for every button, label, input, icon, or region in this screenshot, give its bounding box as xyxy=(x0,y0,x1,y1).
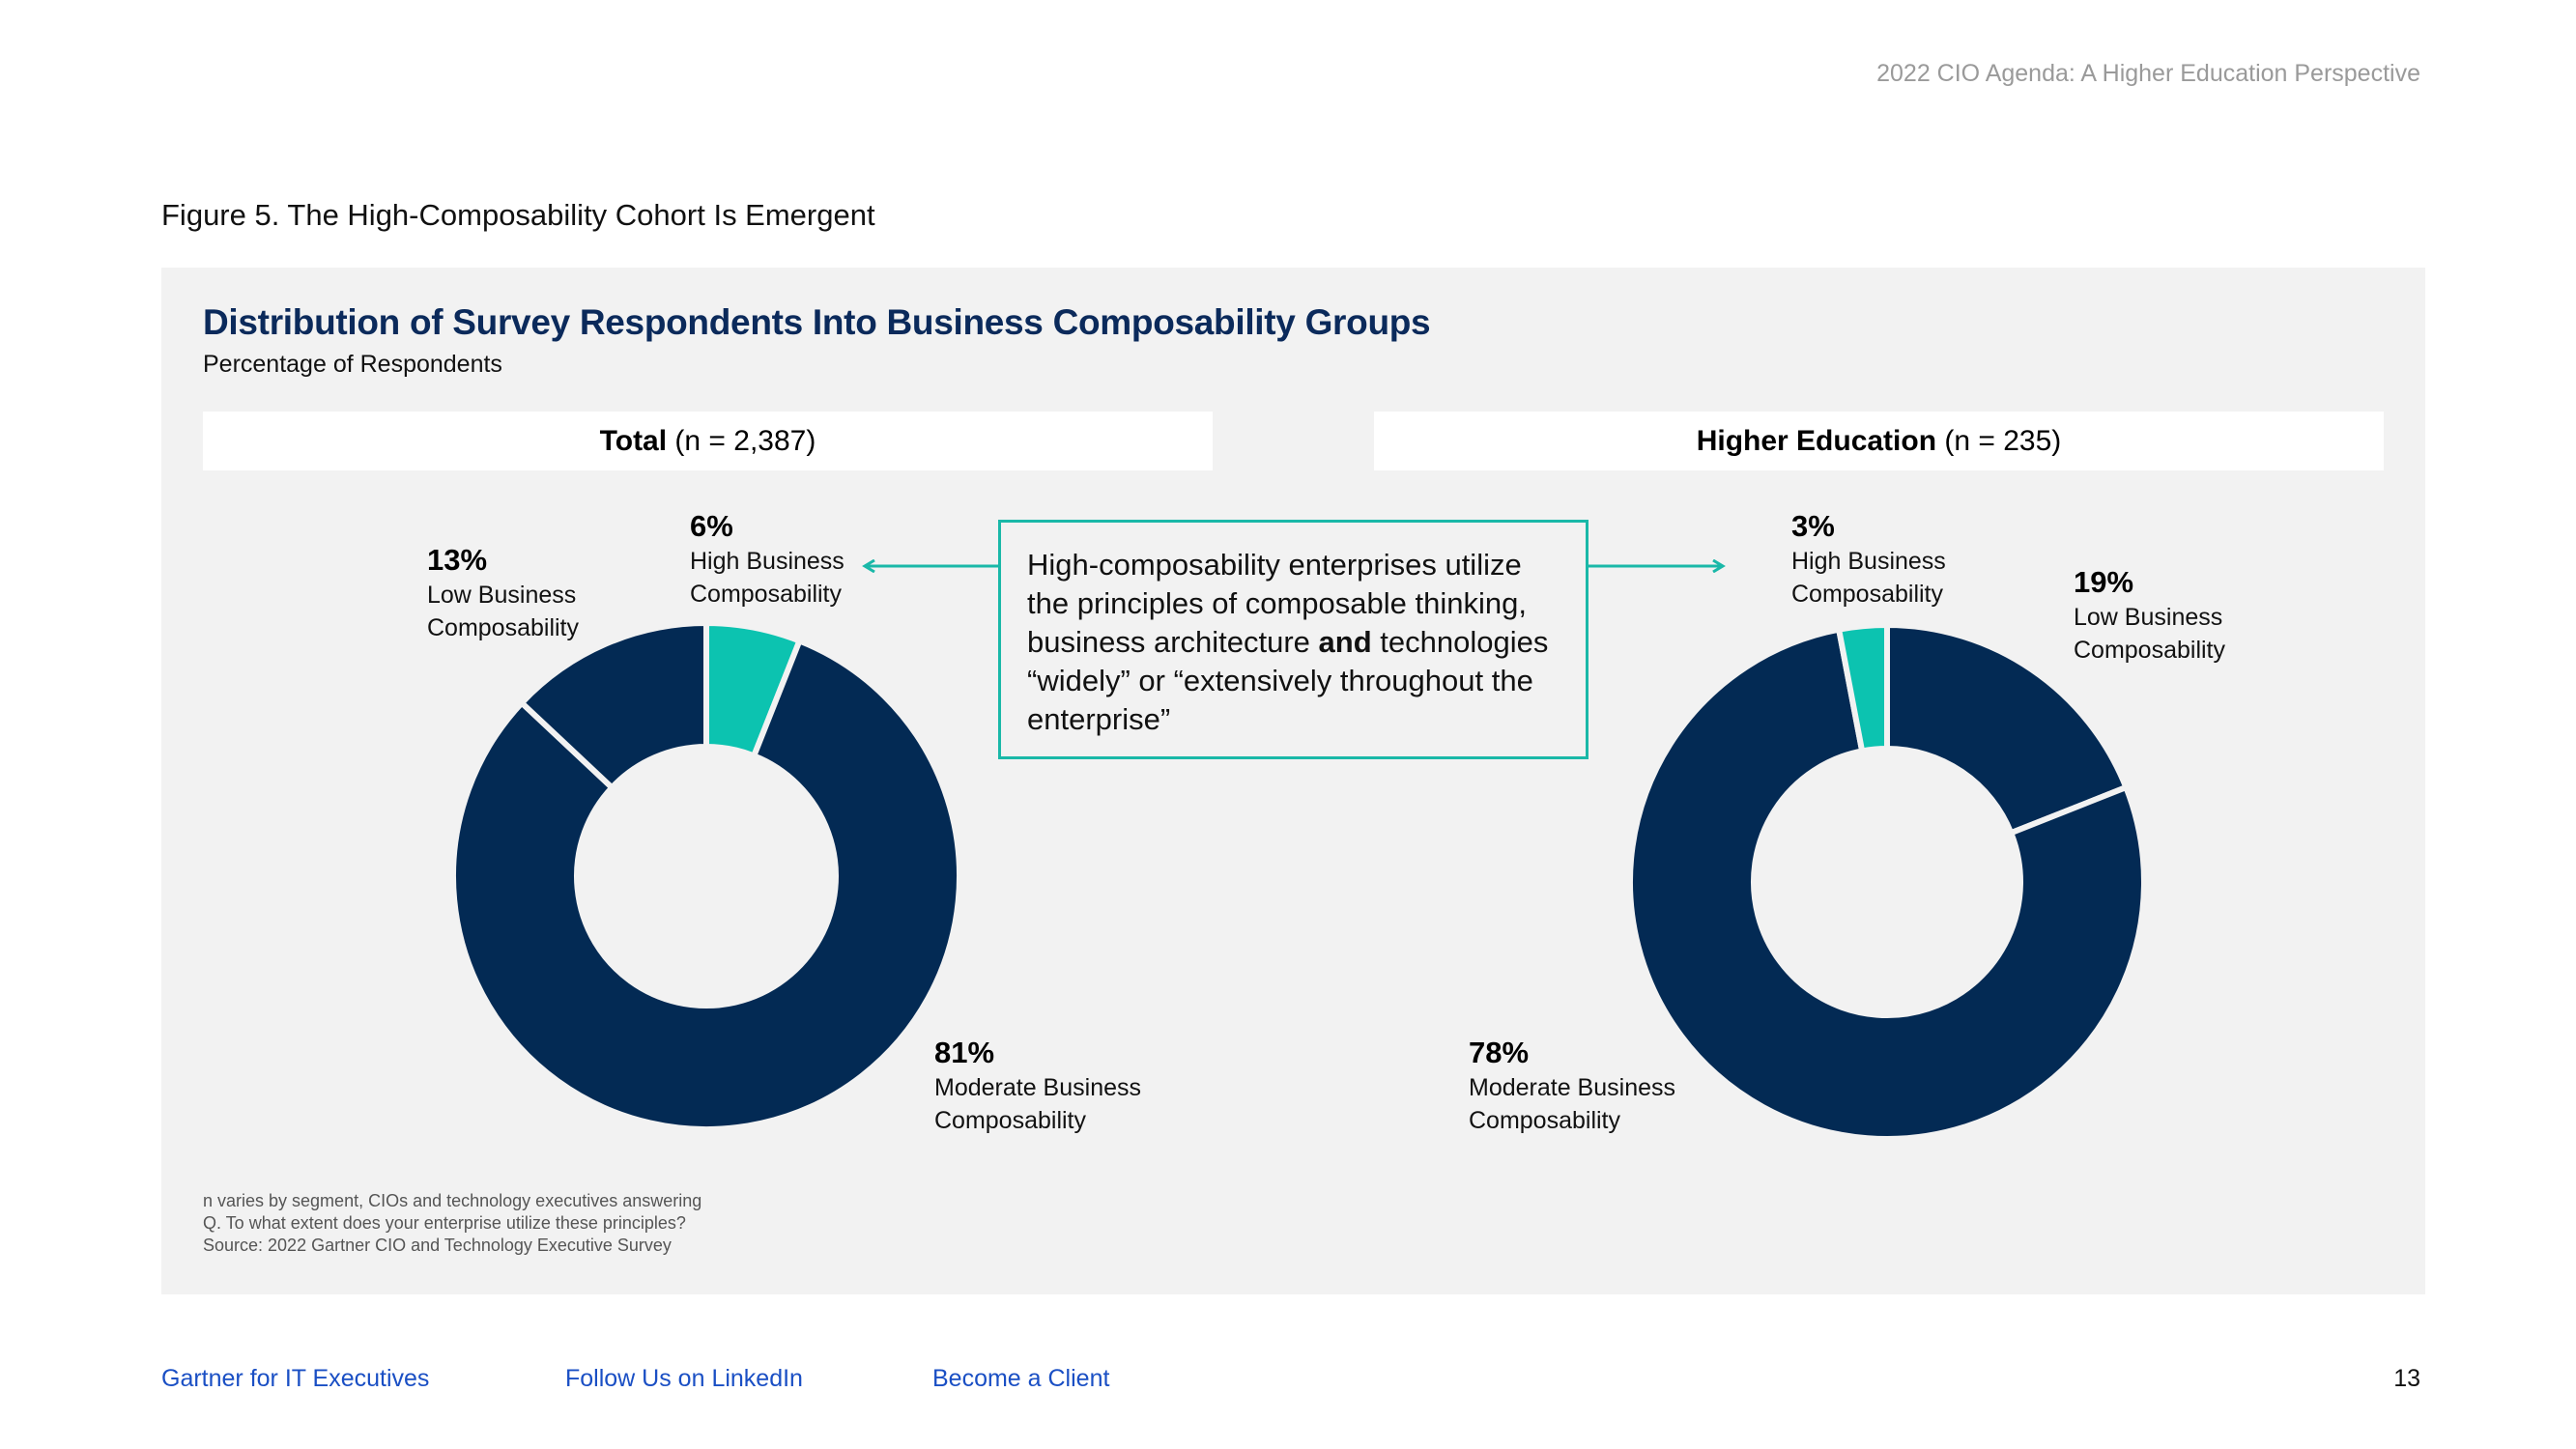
total-group-header: Total (n = 2,387) xyxy=(203,412,1213,470)
higher-ed-moderate-line1: Moderate Business xyxy=(1469,1074,1676,1101)
higher-ed-group-name: Higher Education xyxy=(1696,424,1937,457)
footnote-sample: n varies by segment, CIOs and technology… xyxy=(203,1191,702,1210)
higher-ed-high-line2: Composability xyxy=(1791,581,1944,608)
total-low-line2: Composability xyxy=(427,614,580,641)
higher-ed-group-header: Higher Education (n = 235) xyxy=(1374,412,2384,470)
page-number: 13 xyxy=(2393,1365,2420,1392)
chart-subtitle: Percentage of Respondents xyxy=(203,351,502,378)
total-moderate-line2: Composability xyxy=(934,1107,1087,1134)
callout-text-2: technologies “widely” or “extensively th… xyxy=(1027,625,1549,736)
total-high-line1: High Business xyxy=(690,548,844,575)
total-group-name: Total xyxy=(599,424,668,457)
callout-text-bold: and xyxy=(1318,625,1372,659)
footnote-question: Q. To what extent does your enterprise u… xyxy=(203,1213,686,1233)
total-low-line1: Low Business xyxy=(427,582,577,609)
higher-ed-label-low: 19% Low Business Composability xyxy=(2074,564,2225,667)
total-label-high: 6% High Business Composability xyxy=(690,508,844,611)
higher-ed-label-high: 3% High Business Composability xyxy=(1791,508,1946,611)
total-label-moderate: 81% Moderate Business Composability xyxy=(934,1035,1141,1137)
footer-link-gartner-it-executives[interactable]: Gartner for IT Executives xyxy=(161,1365,430,1392)
footnote-source: Source: 2022 Gartner CIO and Technology … xyxy=(203,1236,672,1255)
footer-link-linkedin[interactable]: Follow Us on LinkedIn xyxy=(565,1365,803,1392)
total-moderate-line1: Moderate Business xyxy=(934,1074,1142,1101)
higher-ed-low-line1: Low Business xyxy=(2074,604,2223,631)
total-group-n: (n = 2,387) xyxy=(667,424,816,457)
total-low-value: 13% xyxy=(427,543,488,577)
chart-title: Distribution of Survey Respondents Into … xyxy=(203,302,1431,342)
higher-ed-group-n: (n = 235) xyxy=(1936,424,2062,457)
higher-ed-moderate-line2: Composability xyxy=(1469,1107,1621,1134)
total-label-low: 13% Low Business Composability xyxy=(427,542,579,644)
report-header-title: 2022 CIO Agenda: A Higher Education Pers… xyxy=(1876,60,2420,87)
higher-ed-low-value: 19% xyxy=(2074,565,2134,599)
total-moderate-value: 81% xyxy=(934,1036,995,1069)
higher-ed-moderate-value: 78% xyxy=(1469,1036,1530,1069)
higher-ed-high-value: 3% xyxy=(1791,509,1835,543)
callout-box: High-composability enterprises utilize t… xyxy=(998,520,1589,759)
higher-ed-low-line2: Composability xyxy=(2074,637,2226,664)
higher-ed-high-line1: High Business xyxy=(1791,548,1946,575)
footer-link-become-client[interactable]: Become a Client xyxy=(932,1365,1110,1392)
footnotes: n varies by segment, CIOs and technology… xyxy=(203,1190,701,1257)
total-high-value: 6% xyxy=(690,509,733,543)
callout-text-1: High-composability enterprises utilize t… xyxy=(1027,548,1527,659)
higher-ed-label-moderate: 78% Moderate Business Composability xyxy=(1469,1035,1675,1137)
figure-caption: Figure 5. The High-Composability Cohort … xyxy=(161,198,875,232)
total-high-line2: Composability xyxy=(690,581,843,608)
